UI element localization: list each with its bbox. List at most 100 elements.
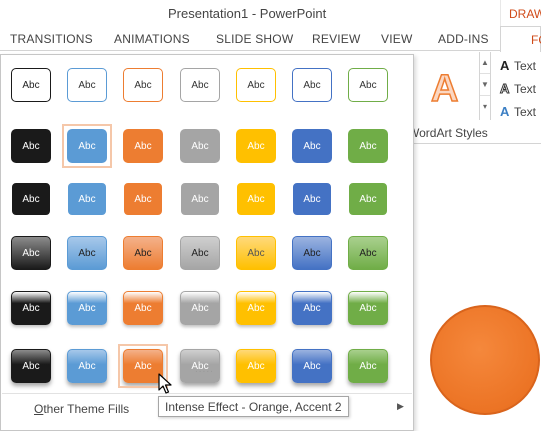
- shape-style-semitransparent-green[interactable]: Abc: [348, 236, 388, 270]
- tab-add-ins[interactable]: ADD-INS: [438, 32, 489, 46]
- mouse-pointer-icon: [158, 373, 172, 394]
- more-styles-icon[interactable]: ▾: [482, 102, 487, 111]
- swatch-label: Abc: [359, 302, 377, 314]
- shape-style-outline-gray[interactable]: Abc: [180, 68, 220, 102]
- swatch-label: Abc: [303, 247, 321, 259]
- shape-style-fill-blue[interactable]: Abc: [67, 129, 107, 163]
- swatch-label: Abc: [134, 140, 152, 152]
- shape-style-outline-dark-blue[interactable]: Abc: [292, 68, 332, 102]
- text-effects-button[interactable]: A Text: [500, 104, 536, 119]
- shape-style-subtle-effect-orange[interactable]: Abc: [123, 291, 163, 325]
- hovered-style-frame: [118, 344, 168, 388]
- shape-style-light-fill-dark[interactable]: Abc: [11, 182, 51, 216]
- text-fill-label: Text: [514, 59, 537, 73]
- swatch-label: Abc: [78, 247, 96, 259]
- shape-style-semitransparent-dark-blue[interactable]: Abc: [292, 236, 332, 270]
- shape-style-light-fill-dark-blue[interactable]: Abc: [292, 182, 332, 216]
- swatch-label: Abc: [134, 79, 152, 91]
- shape-style-outline-orange[interactable]: Abc: [123, 68, 163, 102]
- swatch-label: Abc: [191, 140, 209, 152]
- ribbon-wordart-group: A ▲ ▼ ▾ WordArt Styles A Text A Text A Text: [408, 52, 541, 144]
- shape-style-subtle-effect-blue[interactable]: Abc: [67, 291, 107, 325]
- swatch-label: Abc: [78, 79, 96, 91]
- other-theme-fills-item[interactable]: Other Theme Fills: [34, 402, 129, 416]
- shape-style-outline-dark[interactable]: Abc: [11, 68, 51, 102]
- shape-style-light-fill-orange[interactable]: Abc: [123, 182, 163, 216]
- shape-style-fill-gray[interactable]: Abc: [180, 129, 220, 163]
- swatch-label: Abc: [303, 193, 321, 205]
- orange-circle-shape[interactable]: [430, 305, 540, 415]
- tab-animations[interactable]: ANIMATIONS: [114, 32, 190, 46]
- swatch-label: Abc: [22, 360, 40, 372]
- ribbon-tabs: TRANSITIONS ANIMATIONS SLIDE SHOW REVIEW…: [0, 26, 541, 52]
- shape-style-subtle-effect-dark-blue[interactable]: Abc: [292, 291, 332, 325]
- shape-style-subtle-effect-green[interactable]: Abc: [348, 291, 388, 325]
- shape-style-semitransparent-orange[interactable]: Abc: [123, 236, 163, 270]
- swatch-label: Abc: [191, 193, 209, 205]
- swatch-label: Abc: [359, 193, 377, 205]
- selected-style-frame: [62, 124, 112, 168]
- swatch-label: Abc: [247, 140, 265, 152]
- swatch-label: Abc: [78, 360, 96, 372]
- tab-review[interactable]: REVIEW: [312, 32, 361, 46]
- shape-style-outline-gold[interactable]: Abc: [236, 68, 276, 102]
- swatch-label: Abc: [22, 193, 40, 205]
- shape-style-intense-effect-blue[interactable]: Abc: [67, 349, 107, 383]
- shape-style-outline-blue[interactable]: Abc: [67, 68, 107, 102]
- swatch-label: Abc: [191, 79, 209, 91]
- shape-style-light-fill-gold[interactable]: Abc: [236, 182, 276, 216]
- wordart-style-preview[interactable]: A: [430, 67, 459, 111]
- scroll-down-icon[interactable]: ▼: [480, 74, 490, 96]
- shape-style-fill-orange[interactable]: Abc: [123, 129, 163, 163]
- shape-style-semitransparent-dark[interactable]: Abc: [11, 236, 51, 270]
- swatch-label: Abc: [359, 140, 377, 152]
- tab-format[interactable]: FO: [500, 26, 541, 52]
- shape-style-light-fill-blue[interactable]: Abc: [67, 182, 107, 216]
- tab-slide-show[interactable]: SLIDE SHOW: [216, 32, 294, 46]
- shape-style-subtle-effect-gold[interactable]: Abc: [236, 291, 276, 325]
- tab-view[interactable]: VIEW: [381, 32, 413, 46]
- shape-style-fill-dark-blue[interactable]: Abc: [292, 129, 332, 163]
- shape-style-light-fill-gray[interactable]: Abc: [180, 182, 220, 216]
- shape-style-subtle-effect-dark[interactable]: Abc: [11, 291, 51, 325]
- swatch-label: Abc: [134, 193, 152, 205]
- text-effects-icon: A: [500, 104, 510, 119]
- resize-grip-icon[interactable]: .....: [195, 364, 214, 375]
- shape-style-fill-gold[interactable]: Abc: [236, 129, 276, 163]
- tab-transitions[interactable]: TRANSITIONS: [10, 32, 93, 46]
- shape-style-fill-dark[interactable]: Abc: [11, 129, 51, 163]
- swatch-label: Abc: [78, 302, 96, 314]
- text-fill-button[interactable]: A Text: [500, 58, 536, 73]
- other-theme-fills-label: ther Theme Fills: [43, 402, 130, 416]
- hover-tooltip: Intense Effect - Orange, Accent 2: [158, 396, 349, 417]
- shape-style-intense-effect-dark-blue[interactable]: Abc: [292, 349, 332, 383]
- swatch-label: Abc: [303, 360, 321, 372]
- shape-style-subtle-effect-gray[interactable]: Abc: [180, 291, 220, 325]
- shape-style-fill-green[interactable]: Abc: [348, 129, 388, 163]
- text-fill-icon: A: [500, 58, 510, 73]
- shape-style-semitransparent-gold[interactable]: Abc: [236, 236, 276, 270]
- swatch-label: Abc: [191, 247, 209, 259]
- shape-style-light-fill-green[interactable]: Abc: [348, 182, 388, 216]
- submenu-arrow-icon: ▶: [397, 401, 404, 411]
- shape-style-semitransparent-blue[interactable]: Abc: [67, 236, 107, 270]
- text-outline-button[interactable]: A Text: [500, 81, 537, 97]
- swatch-label: Abc: [359, 360, 377, 372]
- swatch-label: Abc: [247, 247, 265, 259]
- title-bar: Presentation1 - PowerPoint DRAW: [0, 0, 541, 27]
- window-title: Presentation1 - PowerPoint: [168, 6, 327, 21]
- shape-style-intense-effect-green[interactable]: Abc: [348, 349, 388, 383]
- wordart-gallery-scroll: ▲ ▼ ▾: [479, 52, 491, 120]
- swatch-label: Abc: [247, 360, 265, 372]
- swatch-label: Abc: [22, 247, 40, 259]
- shape-style-semitransparent-gray[interactable]: Abc: [180, 236, 220, 270]
- swatch-label: Abc: [78, 193, 96, 205]
- contextual-tab-draw[interactable]: DRAW: [500, 0, 541, 27]
- swatch-label: Abc: [247, 193, 265, 205]
- shape-style-outline-green[interactable]: Abc: [348, 68, 388, 102]
- text-outline-icon: A: [500, 81, 510, 97]
- shape-style-intense-effect-dark[interactable]: Abc: [11, 349, 51, 383]
- shape-style-intense-effect-gold[interactable]: Abc: [236, 349, 276, 383]
- scroll-up-icon[interactable]: ▲: [480, 52, 490, 74]
- swatch-label: Abc: [247, 302, 265, 314]
